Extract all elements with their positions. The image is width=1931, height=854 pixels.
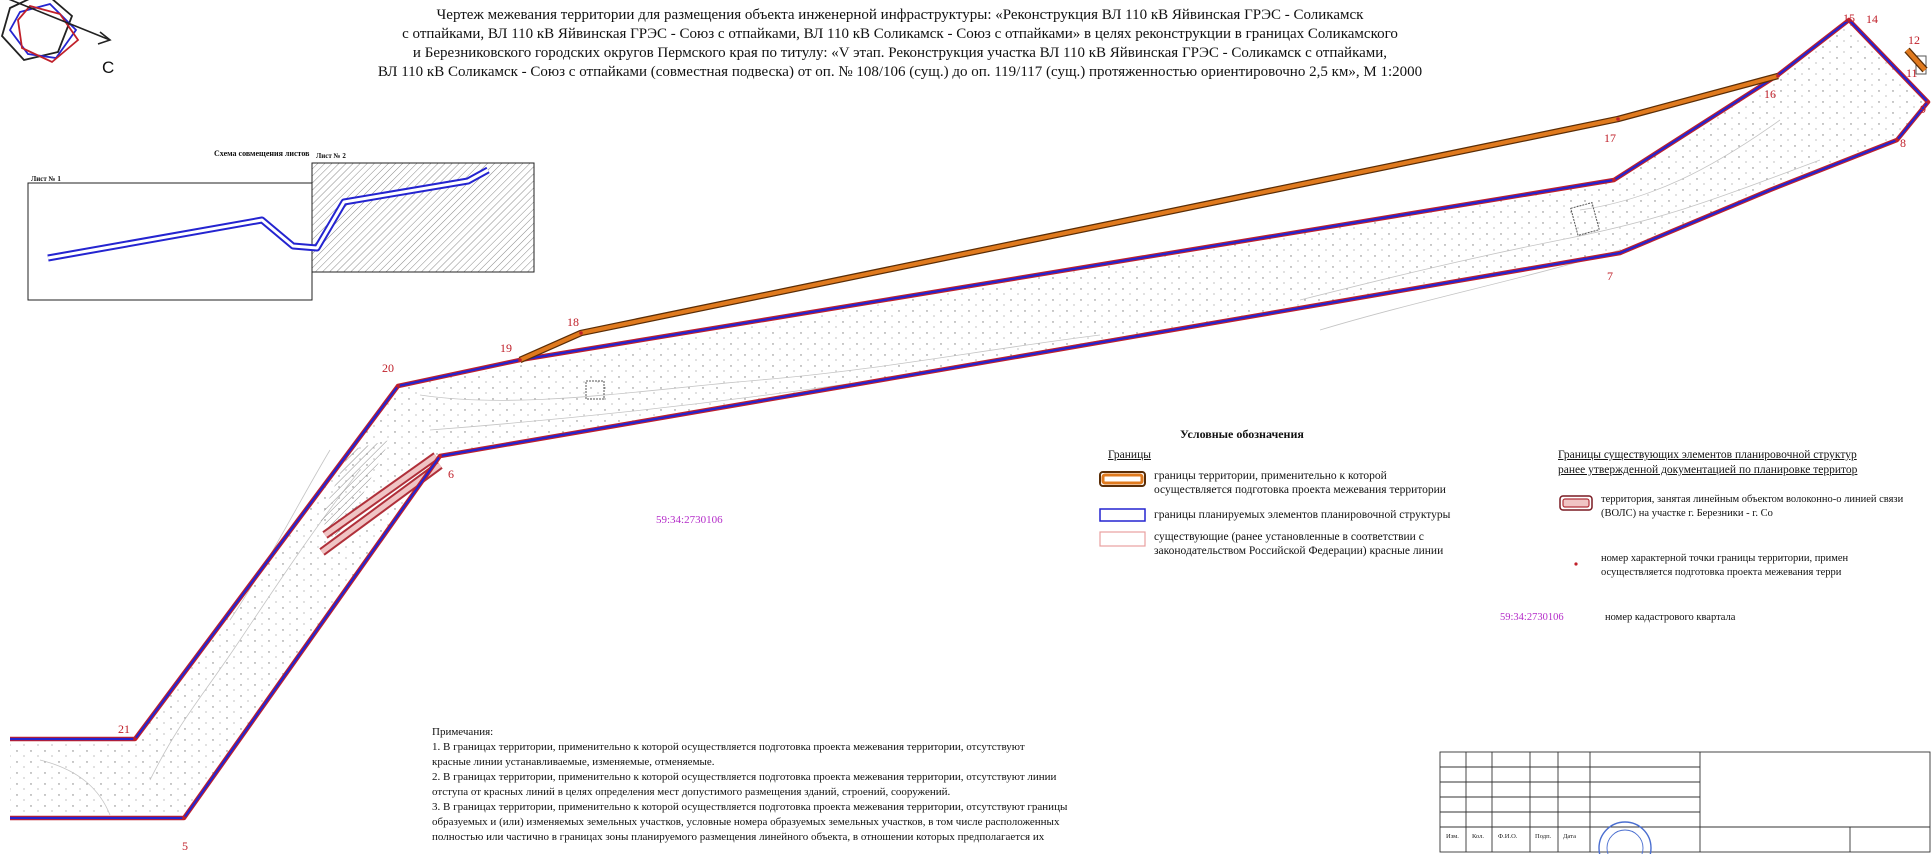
point-label: 14 [1866, 12, 1878, 26]
title-line: Чертеж межевания территории для размещен… [436, 7, 1364, 23]
note-line: 2. В границах территории, применительно … [432, 771, 1057, 783]
note-line: образуемых и (или) изменяемых земельных … [432, 816, 1060, 828]
compass-north-label: С [102, 58, 115, 77]
legend-heading: Условные обозначения [1180, 427, 1304, 441]
compass-rose-icon [0, 0, 112, 64]
point-label: 18 [567, 315, 579, 329]
hatched-area [320, 440, 390, 540]
cadastral-quarter-label: 59:34:2730106 [656, 514, 723, 526]
stamp-header: Изм. [1446, 833, 1459, 840]
sheet2-label: Лист № 2 [316, 152, 346, 160]
tower-site [585, 380, 605, 400]
legend-item-planning-boundary: границы планируемых элементов планировоч… [1154, 509, 1451, 521]
scheme-title: Схема совмещения листов [214, 149, 310, 158]
note-line: отступа от красных линий в целях определ… [432, 786, 951, 798]
point-label: 11 [1906, 66, 1918, 80]
stamp-header: Ф.И.О. [1498, 833, 1518, 840]
legend-item-cadastral: номер кадастрового квартала [1605, 612, 1736, 623]
point-label: 16 [1764, 87, 1776, 101]
point-label: 6 [448, 467, 454, 481]
note-line: 1. В границах территории, применительно … [432, 741, 1025, 753]
point-label: 15 [1843, 11, 1855, 25]
point-label: 5 [182, 839, 188, 853]
point-labels: 5 6 7 8 9 11 12 14 15 16 17 18 19 20 21 [118, 11, 1926, 853]
point-label: 7 [1607, 269, 1613, 283]
note-line: 3. В границах территории, применительно … [432, 801, 1068, 813]
legend-borders-heading: Границы [1108, 449, 1151, 461]
corridor-area [10, 20, 1928, 818]
legend-existing-heading-2: ранее утвержденной документацией по план… [1558, 464, 1858, 476]
point-label: 21 [118, 722, 130, 736]
legend-item-red-lines: существующие (ранее установленные в соот… [1154, 531, 1444, 557]
stamp-header: Кол. [1472, 833, 1484, 840]
notes-heading: Примечания: [432, 726, 494, 738]
stamp-header: Подп. [1535, 833, 1552, 840]
project-boundary [518, 47, 1928, 363]
legend-item-vols: территория, занятая линейным объектом во… [1601, 494, 1904, 519]
sheet1-label: Лист № 1 [31, 175, 61, 183]
legend-swatches [1099, 471, 1593, 566]
legend-item-point-number: номер характерной точки границы территор… [1601, 553, 1849, 578]
sheet-scheme [27, 162, 535, 301]
point-label: 12 [1908, 33, 1920, 47]
legend-cadastral-code: 59:34:2730106 [1500, 612, 1564, 623]
title-line: с отпайками, ВЛ 110 кВ Яйвинская ГРЭС - … [402, 26, 1398, 42]
title-line: ВЛ 110 кВ Соликамск - Союз с отпайками (… [377, 64, 1423, 80]
point-label: 20 [382, 361, 394, 375]
point-label: 19 [500, 341, 512, 355]
notes-block: Примечания: 1. В границах территории, пр… [432, 725, 1252, 845]
point-label: 17 [1604, 131, 1616, 145]
stamp-headers: Изм. Кол. Ф.И.О. Подп. Дата [1446, 833, 1576, 840]
point-label: 9 [1920, 102, 1926, 116]
legend-item-project-boundary: границы территории, применительно к кото… [1154, 470, 1446, 496]
point-label: 8 [1900, 136, 1906, 150]
note-line: красные линии устанавливаемые, изменяемы… [432, 756, 715, 768]
point-markers [133, 18, 1930, 820]
title-line: и Березниковского городских округов Перм… [412, 45, 1388, 61]
legend-existing-heading-1: Границы существующих элементов планирово… [1558, 449, 1857, 461]
vols-strip [319, 452, 443, 556]
planning-boundary [10, 17, 1931, 821]
drawing-title: Чертеж межевания территории для размещен… [250, 6, 1550, 82]
stamp-header: Дата [1563, 833, 1576, 840]
stamp-grid [1439, 751, 1931, 854]
note-line: полностью или частично в границах зоны п… [432, 831, 1045, 843]
